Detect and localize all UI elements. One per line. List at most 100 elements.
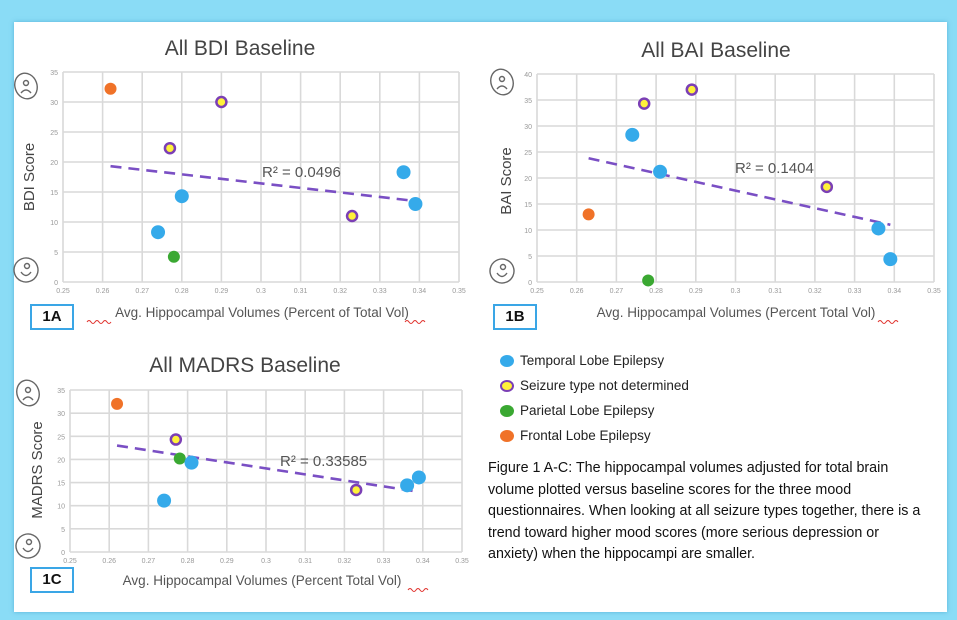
- x-tick-label: 0.25: [56, 288, 70, 295]
- data-point-tle: [653, 164, 668, 179]
- panel-label-1a: 1A: [30, 304, 74, 330]
- legend-label: Parietal Lobe Epilepsy: [520, 403, 655, 418]
- x-tick-label: 0.31: [294, 288, 308, 295]
- x-tick-label: 0.27: [142, 558, 156, 565]
- data-point-und: [349, 483, 363, 497]
- y-tick-label: 15: [50, 190, 58, 197]
- data-point-fle: [582, 208, 595, 221]
- data-point-und: [820, 180, 834, 194]
- data-point-tle: [871, 221, 886, 236]
- x-tick-label: 0.26: [570, 288, 584, 295]
- legend-swatch-icon: [500, 404, 514, 417]
- x-tick-label: 0.35: [455, 558, 469, 565]
- data-point-tle: [411, 470, 426, 485]
- legend-item-temporal: Temporal Lobe Epilepsy: [500, 348, 689, 373]
- x-tick-label: 0.28: [181, 558, 195, 565]
- x-tick-label: 0.33: [373, 288, 387, 295]
- y-tick-label: 0: [54, 280, 58, 287]
- y-tick-label: 35: [57, 388, 65, 395]
- legend: Temporal Lobe Epilepsy Seizure type not …: [500, 348, 689, 448]
- figure-caption: Figure 1 A-C: The hippocampal volumes ad…: [488, 460, 921, 562]
- legend-item-undetermined: Seizure type not determined: [500, 373, 689, 398]
- y-tick-label: 30: [50, 100, 58, 107]
- y-tick-label: 30: [57, 411, 65, 418]
- legend-label: Temporal Lobe Epilepsy: [520, 353, 665, 368]
- r-squared-label: R² = 0.0496: [262, 164, 341, 181]
- y-tick-label: 10: [524, 228, 532, 235]
- data-point-ple: [167, 250, 180, 263]
- sad-face-icon: [490, 68, 514, 96]
- y-tick-label: 25: [524, 150, 532, 157]
- spellcheck-underline: [404, 320, 426, 324]
- x-tick-label: 0.26: [96, 288, 110, 295]
- y-tick-label: 20: [57, 457, 65, 464]
- spellcheck-underline: [86, 320, 112, 324]
- data-point-tle: [151, 225, 166, 240]
- legend-label: Seizure type not determined: [520, 378, 689, 393]
- x-tick-label: 0.31: [768, 288, 782, 295]
- x-tick-label: 0.34: [887, 288, 901, 295]
- data-point-und: [685, 83, 699, 96]
- x-tick-label: 0.35: [452, 288, 466, 295]
- happy-face-icon: [489, 258, 515, 284]
- y-tick-label: 10: [50, 220, 58, 227]
- x-tick-label: 0.32: [808, 288, 822, 295]
- data-point-tle: [408, 197, 423, 211]
- data-point-tle: [174, 189, 189, 204]
- r-squared-label: R² = 0.33585: [280, 453, 367, 470]
- x-tick-label: 0.35: [927, 288, 941, 295]
- x-tick-label: 0.28: [649, 288, 663, 295]
- data-point-ple: [173, 452, 186, 465]
- panel-label-1b: 1B: [493, 304, 537, 330]
- x-tick-label: 0.29: [220, 558, 234, 565]
- x-tick-label: 0.26: [102, 558, 116, 565]
- data-point-und: [345, 209, 359, 223]
- x-tick-label: 0.33: [377, 558, 391, 565]
- x-tick-label: 0.34: [413, 288, 427, 295]
- x-axis-label: Avg. Hippocampal Volumes (Percent Total …: [123, 573, 402, 588]
- trendline: [110, 164, 416, 203]
- sad-face-icon: [16, 379, 40, 407]
- y-tick-label: 25: [57, 434, 65, 441]
- y-tick-label: 0: [61, 550, 65, 557]
- data-point-ple: [642, 274, 655, 287]
- y-tick-label: 30: [524, 124, 532, 131]
- chart-title: All BDI Baseline: [165, 37, 316, 60]
- spellcheck-underline: [407, 588, 429, 592]
- data-point-tle: [400, 478, 415, 493]
- y-tick-label: 20: [50, 160, 58, 167]
- x-tick-label: 0.3: [731, 288, 741, 295]
- y-tick-label: 5: [54, 250, 58, 257]
- y-axis-label: MADRS Score: [29, 421, 46, 519]
- x-axis-label: Avg. Hippocampal Volumes (Percent Total …: [597, 305, 876, 320]
- x-tick-label: 0.3: [256, 288, 266, 295]
- x-tick-label: 0.27: [610, 288, 624, 295]
- y-tick-label: 0: [528, 280, 532, 287]
- data-point-fle: [111, 397, 124, 410]
- x-tick-label: 0.31: [298, 558, 312, 565]
- x-tick-label: 0.28: [175, 288, 189, 295]
- x-tick-label: 0.34: [416, 558, 430, 565]
- trendline: [116, 444, 420, 494]
- data-point-tle: [625, 127, 640, 142]
- x-tick-label: 0.25: [530, 288, 544, 295]
- y-tick-label: 20: [524, 176, 532, 183]
- legend-label: Frontal Lobe Epilepsy: [520, 428, 651, 443]
- chart-title: All BAI Baseline: [641, 39, 790, 62]
- y-tick-label: 35: [524, 98, 532, 105]
- legend-item-parietal: Parietal Lobe Epilepsy: [500, 398, 689, 423]
- x-tick-label: 0.3: [261, 558, 271, 565]
- data-point-tle: [184, 455, 199, 470]
- chart-title: All MADRS Baseline: [149, 354, 340, 377]
- y-tick-label: 10: [57, 504, 65, 511]
- data-point-und: [215, 95, 228, 109]
- x-tick-label: 0.33: [848, 288, 862, 295]
- figure-panel: [14, 22, 947, 612]
- legend-item-frontal: Frontal Lobe Epilepsy: [500, 423, 689, 448]
- x-axis-label: Avg. Hippocampal Volumes (Percent of Tot…: [115, 305, 409, 320]
- legend-swatch-icon: [500, 379, 514, 392]
- y-axis-label: BAI Score: [498, 147, 515, 215]
